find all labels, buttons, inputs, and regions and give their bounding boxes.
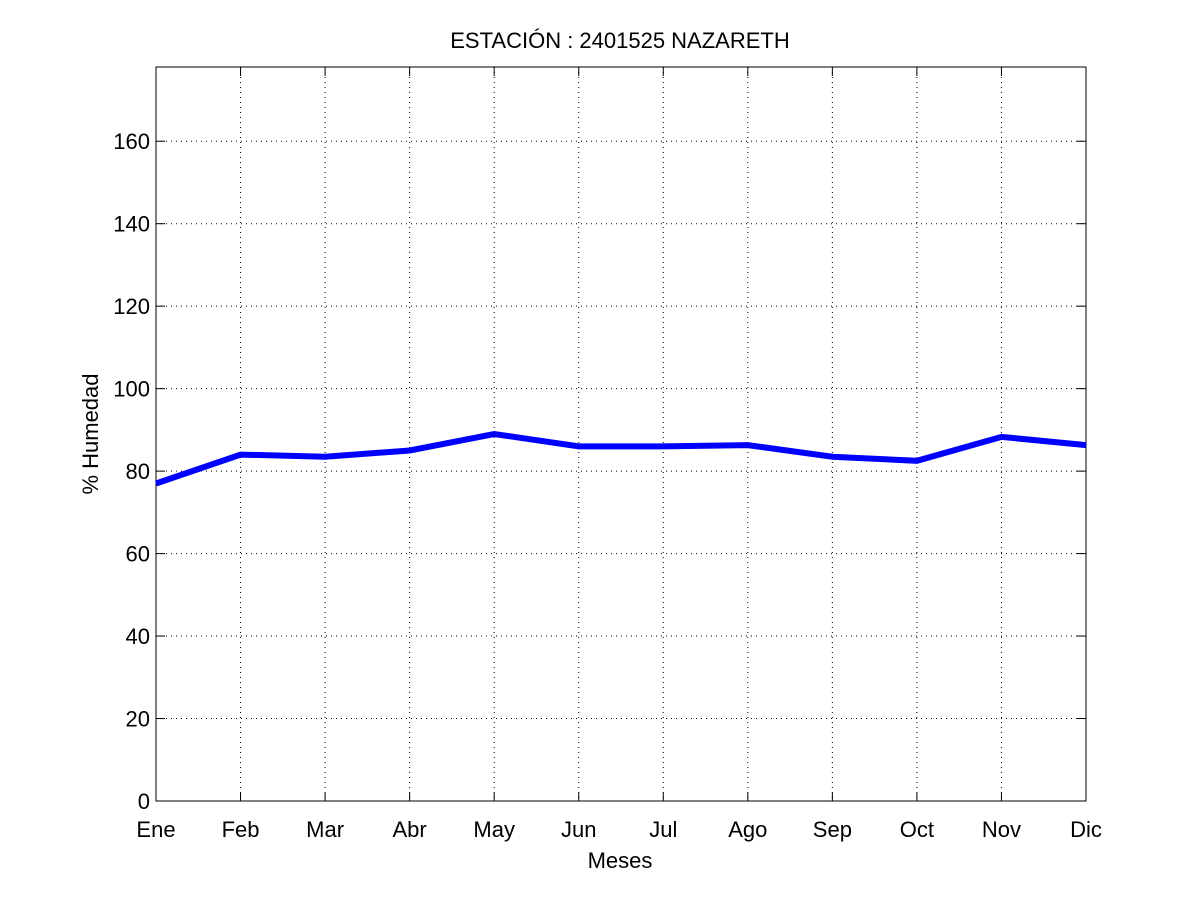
series-line-0	[155, 430, 1087, 487]
y-tick-label: 0	[138, 789, 150, 814]
y-tick-label: 20	[126, 707, 150, 732]
data-point	[578, 445, 580, 447]
x-tick-label: Sep	[813, 817, 852, 842]
data-point	[916, 460, 918, 462]
y-axis-label: % Humedad	[78, 373, 103, 494]
x-tick-label: Oct	[900, 817, 934, 842]
y-tick-label: 60	[126, 542, 150, 567]
data-point	[747, 444, 749, 446]
y-tick-label: 100	[113, 377, 150, 402]
data-point	[493, 433, 495, 435]
x-tick-label: Dic	[1070, 817, 1102, 842]
x-tick-label: May	[473, 817, 515, 842]
y-tick-label: 160	[113, 129, 150, 154]
y-tick-label: 80	[126, 459, 150, 484]
plot-area-frame	[155, 66, 1087, 802]
data-point	[324, 456, 326, 458]
data-point	[1000, 436, 1002, 438]
x-tick-label: Jun	[561, 817, 596, 842]
data-point	[831, 456, 833, 458]
x-tick-label: Ene	[136, 817, 175, 842]
axis-ticks	[155, 67, 1087, 802]
data-point	[662, 445, 664, 447]
x-axis-tick-labels: Ene Feb Mar Abr May Jun Jul Ago Sep Oct Nov Dic	[136, 817, 1101, 842]
y-axis-tick-labels: 0 20 40 60 80 100 120 140 160	[113, 129, 150, 814]
data-point	[409, 449, 411, 451]
x-tick-label: Ago	[728, 817, 767, 842]
x-tick-label: Mar	[306, 817, 344, 842]
y-tick-label: 40	[126, 624, 150, 649]
x-tick-label: Jul	[649, 817, 677, 842]
series-layer	[155, 430, 1087, 487]
data-point	[1085, 444, 1087, 446]
x-tick-label: Feb	[222, 817, 260, 842]
data-point	[240, 454, 242, 456]
chart-title: ESTACIÓN : 2401525 NAZARETH	[450, 28, 790, 53]
y-tick-label: 140	[113, 212, 150, 237]
x-tick-label: Abr	[393, 817, 427, 842]
x-tick-label: Nov	[982, 817, 1021, 842]
x-axis-label: Meses	[588, 848, 653, 873]
data-point	[155, 482, 157, 484]
grid-lines	[156, 67, 1086, 801]
y-tick-label: 120	[113, 294, 150, 319]
